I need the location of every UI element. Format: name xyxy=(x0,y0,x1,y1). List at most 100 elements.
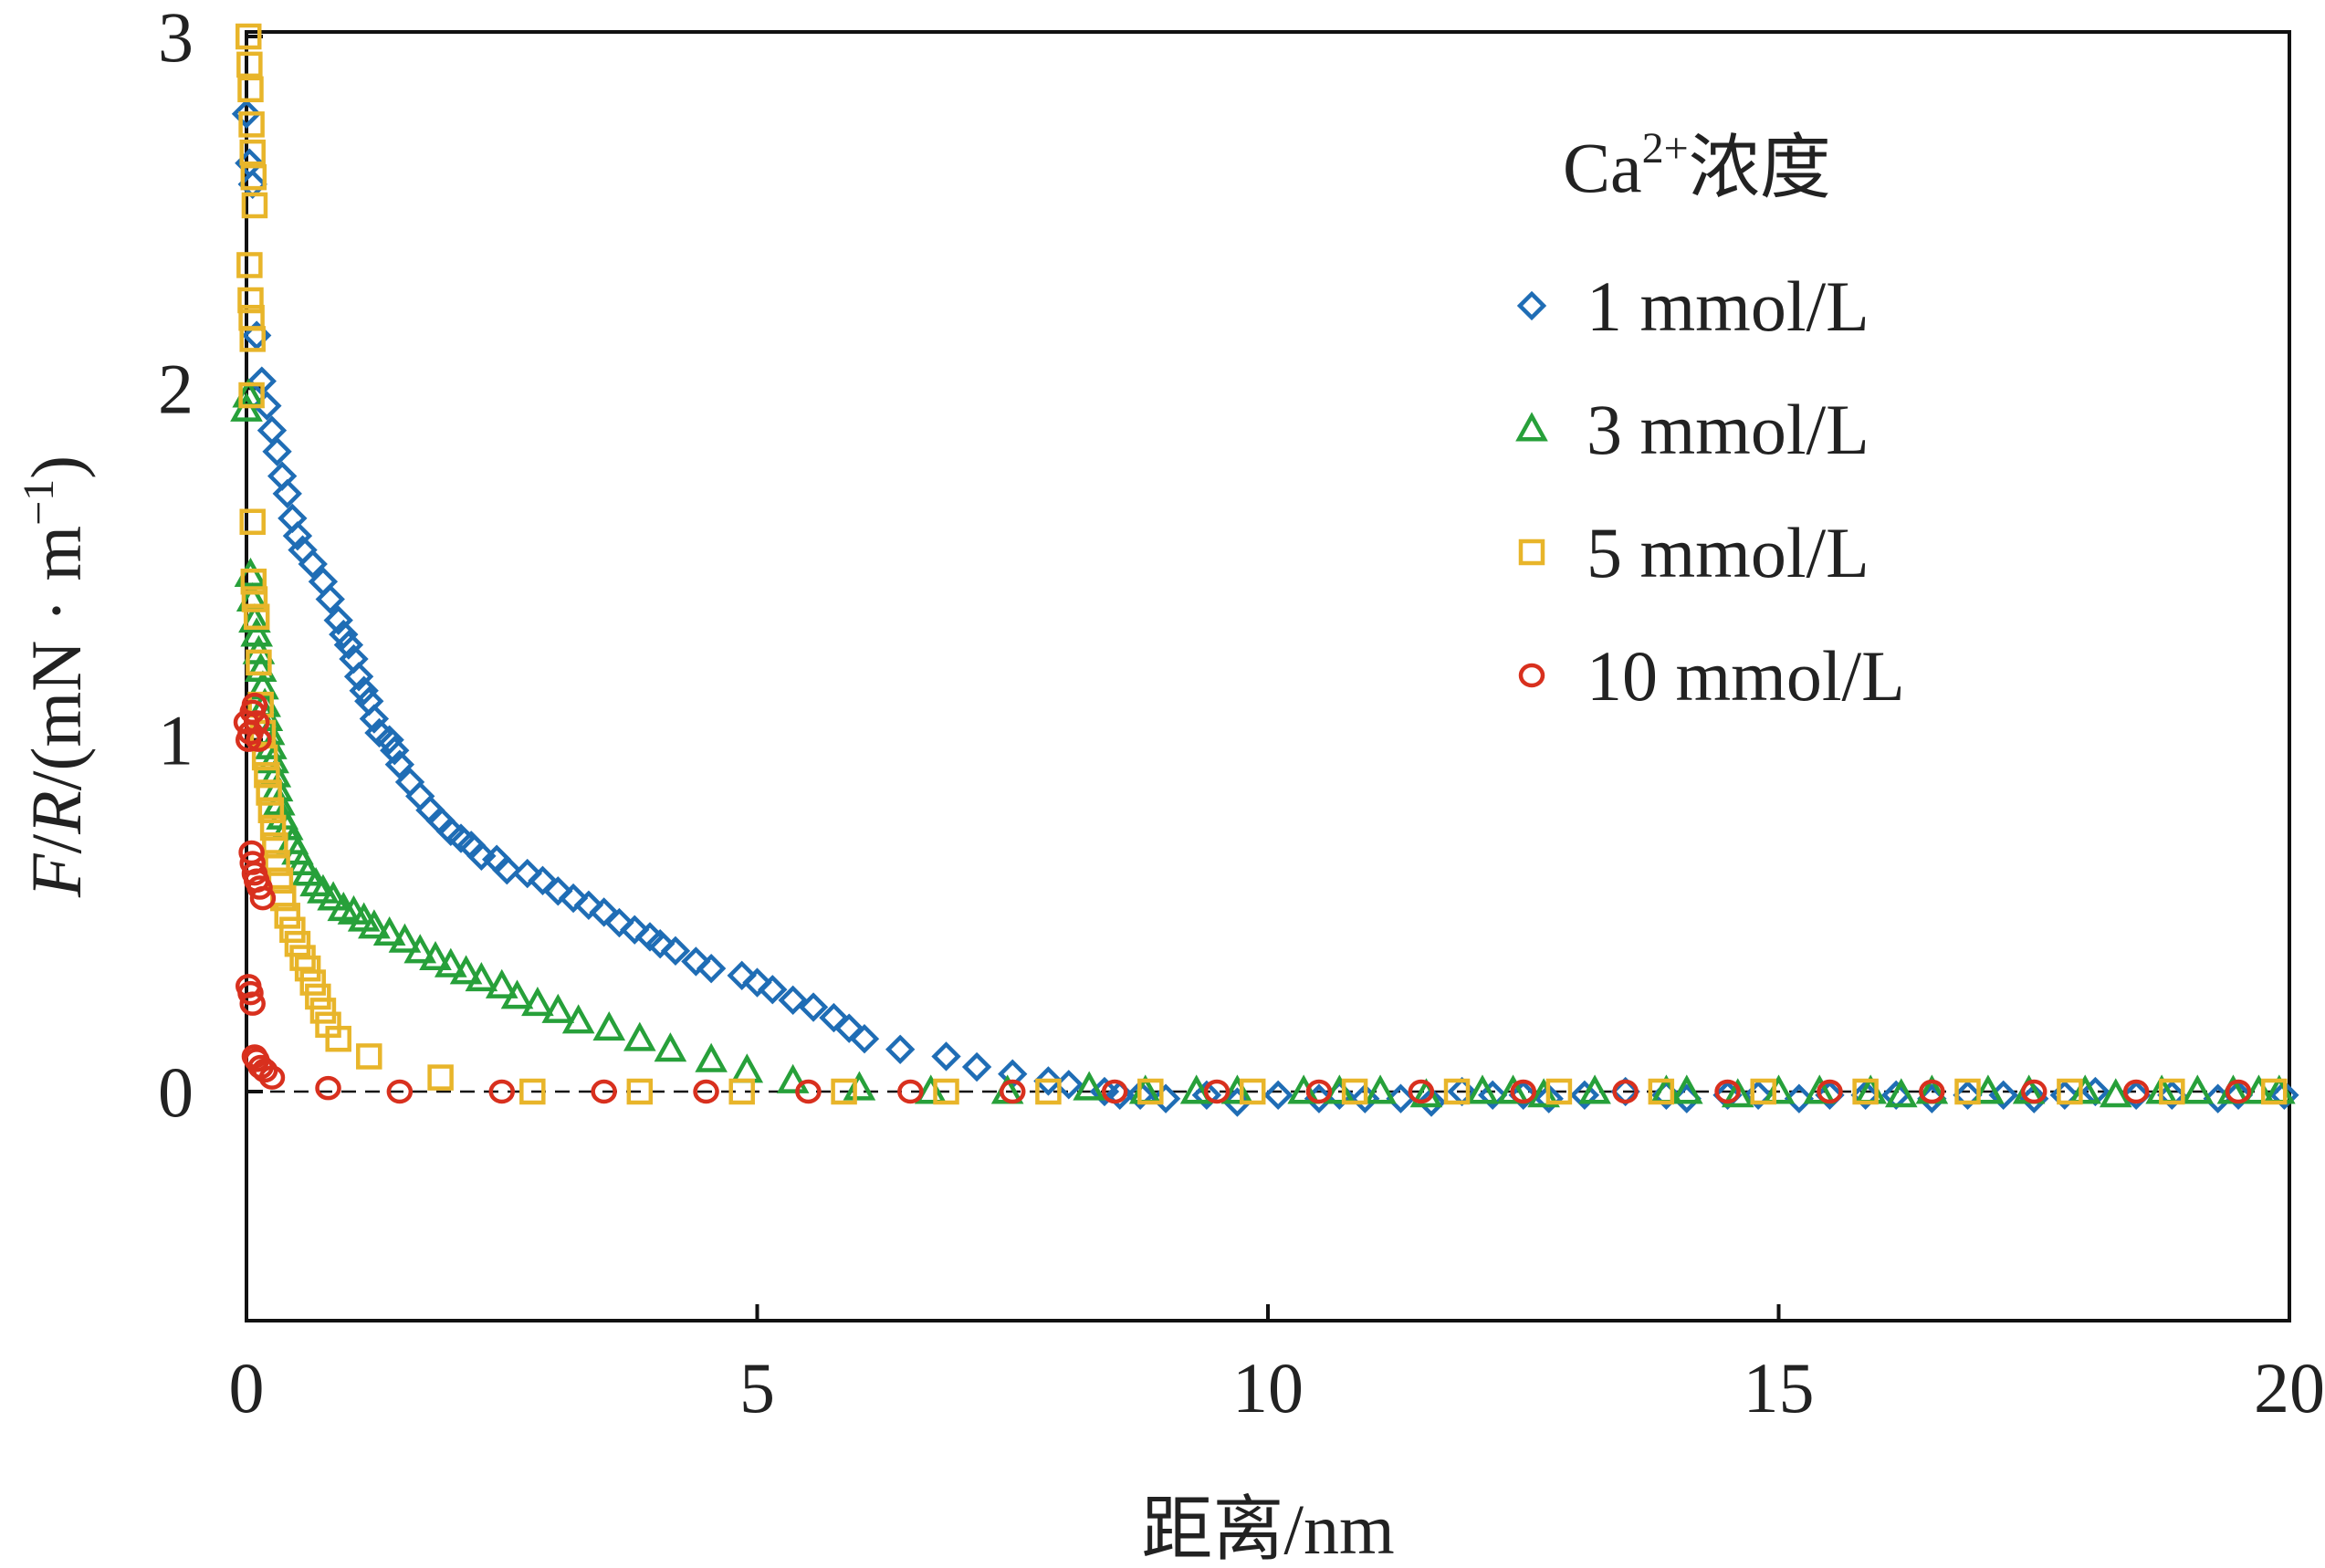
data-point xyxy=(541,993,575,1023)
data-point xyxy=(589,897,619,927)
data-point xyxy=(246,875,273,900)
data-point xyxy=(727,960,757,991)
data-point xyxy=(236,252,263,278)
data-point xyxy=(1305,1079,1333,1104)
data-point xyxy=(239,508,266,536)
legend-label: 10 mmol/L xyxy=(1587,636,1905,716)
data-point xyxy=(2122,1079,2150,1104)
data-point xyxy=(262,436,292,466)
data-point xyxy=(2159,1078,2185,1105)
data-point xyxy=(695,1042,728,1072)
data-point xyxy=(528,865,558,895)
data-point xyxy=(778,985,808,1015)
data-point xyxy=(284,930,311,957)
data-point xyxy=(728,1078,755,1105)
data-point xyxy=(349,675,379,706)
data-point xyxy=(798,992,829,1022)
data-point xyxy=(1408,1079,1435,1104)
data-point xyxy=(1137,1078,1164,1105)
data-point xyxy=(279,916,306,943)
data-point xyxy=(386,1079,414,1104)
data-point xyxy=(237,287,264,314)
data-point xyxy=(240,569,267,595)
data-point xyxy=(323,605,353,635)
data-point xyxy=(1508,1080,1538,1111)
data-point xyxy=(2019,1083,2049,1113)
data-point xyxy=(558,883,589,914)
data-point xyxy=(1534,1083,1564,1113)
data-point xyxy=(241,192,268,219)
plot-area xyxy=(245,30,2291,1322)
data-point xyxy=(1510,1079,1536,1104)
x-ticks: 0 5 10 15 20 xyxy=(229,1304,2325,1427)
data-point xyxy=(543,876,573,906)
data-point xyxy=(257,797,285,823)
legend-marker xyxy=(1516,290,1547,321)
data-point xyxy=(561,1004,595,1034)
data-point xyxy=(249,885,277,911)
data-point xyxy=(2223,1080,2254,1111)
data-point xyxy=(1239,1078,1266,1105)
data-point xyxy=(1884,1078,1918,1108)
data-point xyxy=(231,99,262,129)
data-point xyxy=(1815,1080,1845,1111)
data-point xyxy=(819,1002,849,1033)
data-point xyxy=(246,649,272,676)
data-point xyxy=(834,1013,864,1043)
data-point xyxy=(2099,1078,2132,1108)
data-point xyxy=(356,1043,382,1070)
data-point xyxy=(405,781,435,811)
data-point xyxy=(298,549,328,580)
y-axis-label: F/R/(mN · m−1) xyxy=(15,455,96,898)
legend: Ca2+浓度 1 mmol/L 3 mmol/L 5 mmol/L 10 mmol/L xyxy=(1515,124,1905,716)
data-point xyxy=(1852,1078,1879,1105)
data-point xyxy=(776,1063,810,1093)
data-point xyxy=(758,975,788,1005)
data-point xyxy=(372,915,406,946)
data-point xyxy=(1105,1080,1135,1111)
data-point xyxy=(1569,1080,1600,1111)
data-point xyxy=(241,692,268,717)
data-point xyxy=(1179,1074,1213,1104)
data-point xyxy=(359,704,390,734)
data-point xyxy=(1919,1079,1945,1104)
data-point xyxy=(403,934,437,964)
data-point xyxy=(1222,1087,1252,1117)
data-point xyxy=(374,725,404,755)
legend-label: 1 mmol/L xyxy=(1587,267,1869,346)
data-point xyxy=(1721,1078,1754,1108)
data-point xyxy=(1648,1078,1675,1105)
data-point xyxy=(315,1075,341,1101)
data-point xyxy=(237,76,264,103)
legend-marker xyxy=(1518,538,1545,566)
data-point xyxy=(1953,1080,1983,1111)
data-point xyxy=(2157,1080,2187,1111)
data-point xyxy=(384,749,415,779)
data-point xyxy=(1203,1079,1231,1104)
data-point xyxy=(1000,1079,1026,1104)
y-tick-label: 3 xyxy=(158,0,194,77)
x-tick-label: 0 xyxy=(229,1348,265,1427)
data-point xyxy=(1477,1080,1508,1111)
data-point xyxy=(2269,1080,2299,1111)
data-point xyxy=(246,727,272,752)
data-point xyxy=(1364,1074,1397,1104)
data-point xyxy=(251,1058,278,1083)
data-point xyxy=(2021,1079,2047,1104)
data-point xyxy=(626,1078,654,1105)
y-tick-label: 0 xyxy=(158,1052,194,1132)
data-point xyxy=(1784,1083,1815,1113)
data-point xyxy=(681,946,711,977)
data-point xyxy=(645,928,676,959)
data-point xyxy=(325,1025,351,1052)
data-point xyxy=(239,991,266,1016)
data-point xyxy=(1743,1080,1774,1111)
data-point xyxy=(1496,1074,1530,1104)
data-point xyxy=(237,980,264,1006)
data-point xyxy=(519,1078,546,1105)
data-point xyxy=(2049,1080,2080,1111)
data-point xyxy=(258,1065,286,1090)
data-markers xyxy=(230,23,2299,1117)
data-point xyxy=(465,962,498,992)
data-point xyxy=(272,478,302,509)
